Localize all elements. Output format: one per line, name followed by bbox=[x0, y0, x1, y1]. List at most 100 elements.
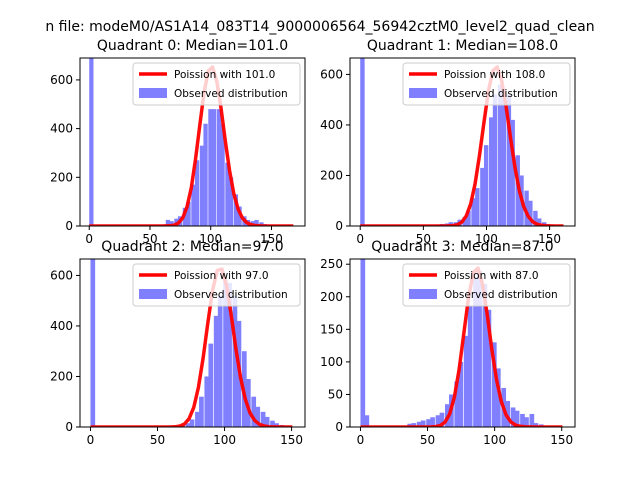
poisson-curve bbox=[90, 267, 293, 427]
x-tick-label: 150 bbox=[280, 433, 303, 447]
histogram-bar bbox=[220, 123, 225, 226]
axes-frame bbox=[79, 57, 306, 227]
histogram-bar bbox=[430, 417, 435, 427]
quadrant-2-plot-area bbox=[90, 259, 293, 427]
histogram-bar bbox=[420, 420, 426, 427]
histogram-bar bbox=[463, 335, 469, 427]
y-tick-label: 0 bbox=[65, 219, 73, 233]
histogram-bar bbox=[195, 411, 200, 427]
histogram-bar bbox=[208, 343, 214, 427]
histogram-bar bbox=[360, 259, 366, 427]
histogram-bar bbox=[475, 188, 480, 226]
histogram-bar bbox=[254, 219, 259, 226]
histogram-bar bbox=[216, 109, 222, 226]
quadrant-1-plot-area bbox=[360, 58, 564, 226]
histogram-bar bbox=[251, 396, 257, 427]
x-tick-label: 100 bbox=[475, 232, 498, 246]
histogram-bar bbox=[204, 376, 210, 427]
quadrant-2-chart: 0 50 100 150 0 200 400 600 Quadrant 2: Median=97… bbox=[50, 239, 306, 447]
chart-legend: Poission with 97.0 Observed distribution bbox=[132, 263, 301, 307]
histogram-bar bbox=[227, 283, 232, 427]
histogram-bar bbox=[223, 280, 228, 427]
legend-hist-swatch bbox=[409, 289, 437, 299]
y-tick-label: 150 bbox=[320, 322, 343, 336]
histogram-bar bbox=[528, 200, 533, 226]
histogram-bar bbox=[483, 145, 489, 226]
histogram-bar bbox=[185, 423, 191, 427]
histogram-bar bbox=[213, 315, 219, 427]
x-tick-label: 0 bbox=[85, 232, 93, 246]
x-tick-label: 0 bbox=[357, 433, 365, 447]
histogram-bar bbox=[524, 417, 529, 427]
histogram-bar bbox=[477, 270, 482, 427]
legend-poisson-label: Poission with 101.0 bbox=[174, 69, 275, 81]
histogram-bar bbox=[211, 109, 217, 226]
x-tick-label: 150 bbox=[260, 232, 283, 246]
histogram-bar bbox=[169, 221, 174, 226]
histogram-bar bbox=[489, 117, 494, 226]
histogram-bar bbox=[520, 413, 525, 427]
x-tick-label: 50 bbox=[416, 232, 431, 246]
legend-hist-swatch bbox=[139, 88, 167, 98]
legend-box bbox=[402, 62, 571, 106]
histogram-bar bbox=[501, 89, 507, 226]
histogram-bar bbox=[411, 423, 417, 427]
histogram-bar bbox=[497, 84, 503, 226]
histogram-bar bbox=[191, 184, 196, 226]
legend-box bbox=[132, 62, 301, 106]
axes-frame bbox=[349, 57, 576, 227]
axes-frame bbox=[349, 258, 576, 428]
histogram-bar bbox=[194, 160, 200, 226]
y-tick-label: 400 bbox=[50, 319, 73, 333]
histogram-bar bbox=[524, 190, 529, 226]
histogram-bar bbox=[462, 217, 467, 226]
chart-title: Quadrant 1: Median=108.0 bbox=[367, 38, 558, 54]
histogram-bar bbox=[416, 421, 422, 427]
y-tick-label: 600 bbox=[50, 268, 73, 282]
histogram-bar bbox=[471, 198, 476, 226]
chart-title: Quadrant 3: Median=87.0 bbox=[371, 239, 553, 255]
quadrant-3-chart: 0 50 100 150 0 50 100 150 200 250 Quadrant 3: Medi… bbox=[320, 239, 576, 447]
chart-legend: Poission with 108.0 Observed distribution bbox=[402, 62, 571, 106]
histogram-bar bbox=[270, 420, 275, 427]
histogram-bar bbox=[264, 416, 270, 427]
legend-box bbox=[402, 263, 571, 307]
legend-hist-label: Observed distribution bbox=[174, 289, 288, 301]
histogram-bar bbox=[536, 218, 542, 226]
histogram-bar bbox=[505, 400, 511, 427]
histogram-bar bbox=[225, 162, 230, 226]
chart-title: Quadrant 0: Median=101.0 bbox=[97, 38, 288, 54]
poisson-curve bbox=[360, 65, 564, 226]
y-tick-label: 50 bbox=[328, 387, 343, 401]
legend-poisson-label: Poission with 97.0 bbox=[174, 270, 269, 282]
y-tick-label: 400 bbox=[320, 118, 343, 132]
x-tick-label: 0 bbox=[87, 433, 95, 447]
x-tick-label: 100 bbox=[483, 433, 506, 447]
histogram-bar bbox=[482, 283, 488, 427]
figure-suptitle: n file: modeM0/AS1A14_083T14_9000006564_… bbox=[45, 19, 594, 35]
y-tick-label: 0 bbox=[335, 420, 343, 434]
legend-hist-swatch bbox=[139, 289, 167, 299]
histogram-bar bbox=[458, 361, 464, 427]
histogram-bar bbox=[533, 423, 539, 427]
histogram-bar bbox=[186, 201, 191, 226]
x-tick-label: 50 bbox=[420, 433, 435, 447]
histogram-bar bbox=[232, 295, 238, 427]
y-tick-label: 0 bbox=[65, 420, 73, 434]
legend-poisson-label: Poission with 87.0 bbox=[444, 270, 539, 282]
histogram-bar bbox=[514, 410, 520, 427]
chart-legend: Poission with 87.0 Observed distribution bbox=[402, 263, 571, 307]
y-tick-label: 200 bbox=[50, 369, 73, 383]
histogram-bar bbox=[274, 423, 279, 427]
y-tick-label: 200 bbox=[320, 290, 343, 304]
x-tick-label: 150 bbox=[550, 433, 573, 447]
y-tick-label: 200 bbox=[320, 168, 343, 182]
histogram-bar bbox=[228, 177, 234, 226]
legend-box bbox=[132, 263, 301, 307]
y-tick-label: 200 bbox=[50, 170, 73, 184]
legend-hist-label: Observed distribution bbox=[174, 88, 288, 100]
histogram-bar bbox=[480, 167, 485, 226]
axes-frame bbox=[79, 258, 306, 428]
y-tick-label: 400 bbox=[50, 122, 73, 136]
